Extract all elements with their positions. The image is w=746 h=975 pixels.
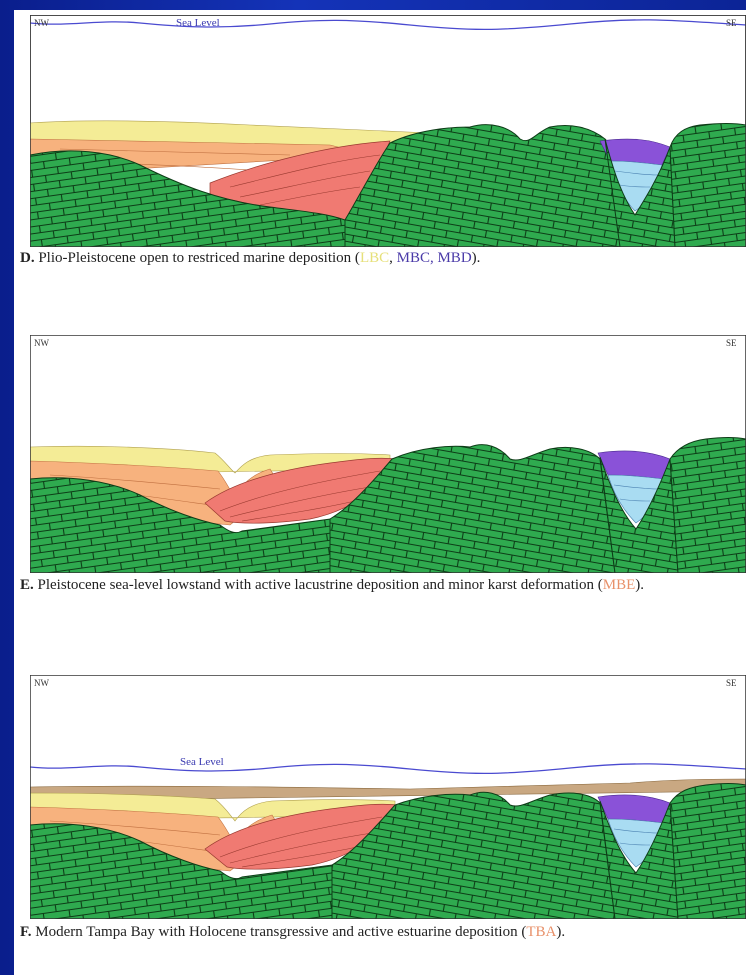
caption-d-unit-lbc: LBC [359,250,390,266]
panel-f: NW SE Sea Level [30,675,746,919]
corner-left-d: NW [34,18,49,28]
sea-level-line [30,19,746,31]
caption-d-sep: , [389,250,397,266]
limestone-right [669,437,746,573]
corner-left-e: NW [34,338,49,348]
limestone-middle [331,791,616,919]
caption-e-end: ). [635,577,645,593]
caption-f-text: Modern Tampa Bay with Holocene transgres… [31,924,527,940]
limestone-left [30,477,341,573]
cross-section-e: NW SE [30,335,746,573]
sea-level-label-d: Sea Level [176,17,220,29]
sea-level-label-f: Sea Level [180,756,224,768]
panel-d: NW SE Sea Level [30,15,746,247]
limestone-left [30,150,346,247]
cross-section-f: NW SE Sea Level [30,675,746,919]
limestone-right [669,783,746,919]
caption-d: D. Plio-Pleistocene open to restriced ma… [20,248,746,269]
corner-right-f: SE [726,678,737,688]
limestone-sink [599,800,679,919]
corner-right-e: SE [726,338,737,348]
caption-e-text: Pleistocene sea-level lowstand with acti… [33,577,603,593]
caption-e: E. Pleistocene sea-level lowstand with a… [20,575,746,596]
caption-e-letter: E. [20,577,34,593]
limestone-sink [604,138,676,247]
caption-d-text: Plio-Pleistocene open to restriced marin… [34,250,360,266]
cross-section-d: NW SE Sea Level [30,15,746,247]
limestone-middle [344,124,621,247]
limestone-middle [329,444,616,573]
panel-e: NW SE [30,335,746,573]
caption-f: F. Modern Tampa Bay with Holocene transg… [20,922,746,943]
caption-d-letter: D. [20,250,35,266]
caption-f-end: ). [556,924,566,940]
corner-left-f: NW [34,678,49,688]
limestone-left [30,823,343,919]
sea-level-line [30,763,746,775]
limestone-right [669,123,746,247]
caption-f-unit: TBA [526,924,557,940]
caption-e-unit: MBE [602,577,636,593]
corner-right-d: SE [726,18,737,28]
caption-d-end: ). [471,250,481,266]
caption-f-letter: F. [20,924,32,940]
caption-d-unit-mbc: MBC, MBD [396,250,472,266]
figure-sheet: NW SE Sea Level D. Plio-Pleistocene open… [14,10,746,975]
limestone-sink [599,456,679,573]
tan-unit [30,778,746,802]
